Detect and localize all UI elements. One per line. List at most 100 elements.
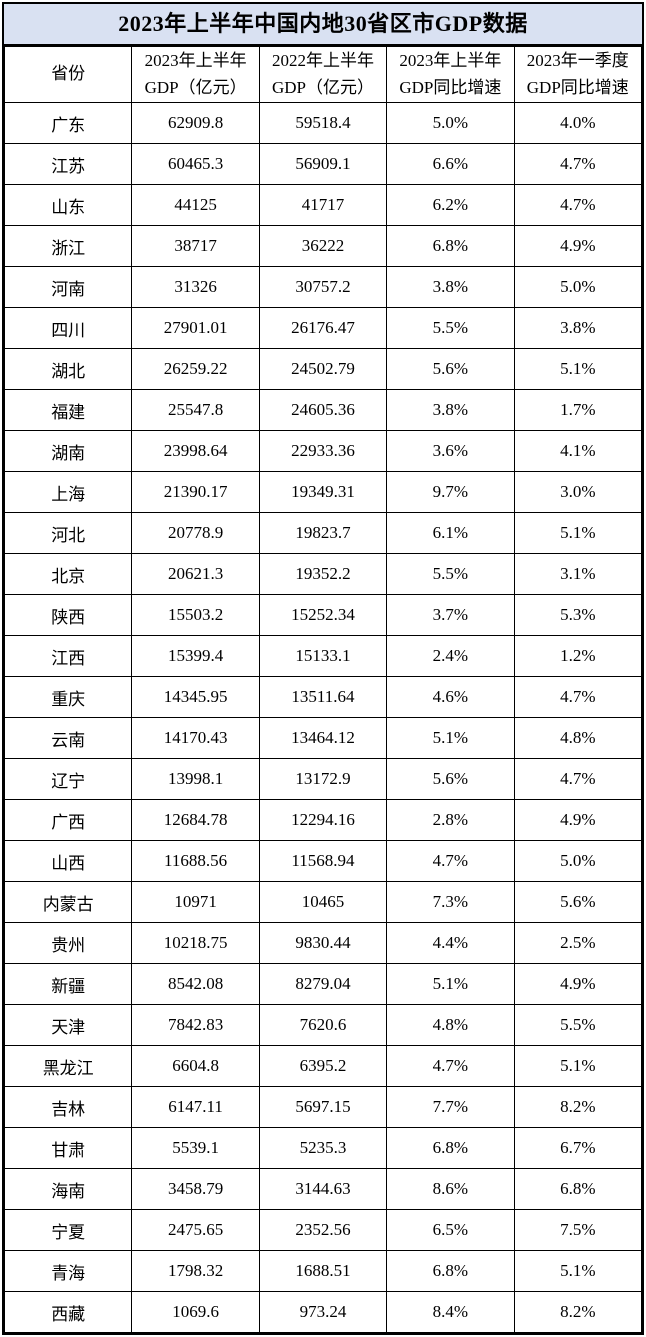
value-cell: 4.9% [513,799,643,841]
province-cell: 山西 [3,840,133,882]
table-row: 广西 12684.78 12294.16 2.8% 4.9% [3,799,643,841]
value-cell: 13464.12 [258,717,388,759]
value-cell: 6147.11 [131,1086,260,1128]
province-cell: 辽宁 [3,758,133,800]
value-cell: 23998.64 [131,430,260,472]
value-cell: 2.4% [386,635,515,677]
table-row: 甘肃 5539.1 5235.3 6.8% 6.7% [3,1127,643,1169]
value-cell: 14345.95 [131,676,260,718]
value-cell: 5.1% [386,963,515,1005]
value-cell: 26176.47 [258,307,388,349]
value-cell: 3.7% [386,594,515,636]
value-cell: 2352.56 [258,1209,388,1251]
value-cell: 5.0% [513,840,643,882]
value-cell: 8.6% [386,1168,515,1210]
table-row: 上海 21390.17 19349.31 9.7% 3.0% [3,471,643,513]
value-cell: 24605.36 [258,389,388,431]
value-cell: 20621.3 [131,553,260,595]
value-cell: 7620.6 [258,1004,388,1046]
header-row: 省份 2023年上半年 GDP（亿元） 2022年上半年 GDP（亿元） 2023年上… [3,46,643,103]
province-cell: 山东 [3,184,133,226]
value-cell: 2.5% [513,922,643,964]
value-cell: 5.5% [386,553,515,595]
value-cell: 2.8% [386,799,515,841]
column-header: 2023年一季度 GDP同比增速 [513,46,643,103]
value-cell: 19349.31 [258,471,388,513]
province-cell: 河南 [3,266,133,308]
province-cell: 福建 [3,389,133,431]
table-row: 黑龙江 6604.8 6395.2 4.7% 5.1% [3,1045,643,1087]
value-cell: 3.1% [513,553,643,595]
value-cell: 4.8% [513,717,643,759]
table-row: 江苏 60465.3 56909.1 6.6% 4.7% [3,143,643,185]
value-cell: 10971 [131,881,260,923]
province-cell: 江西 [3,635,133,677]
value-cell: 6604.8 [131,1045,260,1087]
table-row: 河南 31326 30757.2 3.8% 5.0% [3,266,643,308]
value-cell: 6.2% [386,184,515,226]
value-cell: 5539.1 [131,1127,260,1169]
value-cell: 3.8% [386,266,515,308]
value-cell: 5.0% [513,266,643,308]
value-cell: 4.1% [513,430,643,472]
province-cell: 云南 [3,717,133,759]
gdp-table: 省份 2023年上半年 GDP（亿元） 2022年上半年 GDP（亿元） 2023年上… [3,46,643,1333]
value-cell: 1.2% [513,635,643,677]
value-cell: 4.8% [386,1004,515,1046]
value-cell: 6.1% [386,512,515,554]
value-cell: 24502.79 [258,348,388,390]
table-row: 湖北 26259.22 24502.79 5.6% 5.1% [3,348,643,390]
province-cell: 北京 [3,553,133,595]
value-cell: 8279.04 [258,963,388,1005]
table-row: 内蒙古 10971 10465 7.3% 5.6% [3,881,643,923]
value-cell: 5.1% [513,1045,643,1087]
table-row: 江西 15399.4 15133.1 2.4% 1.2% [3,635,643,677]
value-cell: 19352.2 [258,553,388,595]
province-cell: 贵州 [3,922,133,964]
value-cell: 7842.83 [131,1004,260,1046]
value-cell: 4.7% [513,184,643,226]
value-cell: 3.6% [386,430,515,472]
province-cell: 陕西 [3,594,133,636]
value-cell: 1798.32 [131,1250,260,1292]
value-cell: 7.3% [386,881,515,923]
province-cell: 新疆 [3,963,133,1005]
value-cell: 60465.3 [131,143,260,185]
province-cell: 黑龙江 [3,1045,133,1087]
value-cell: 8.2% [513,1291,643,1333]
province-cell: 湖南 [3,430,133,472]
value-cell: 4.9% [513,225,643,267]
value-cell: 3144.63 [258,1168,388,1210]
table-row: 北京 20621.3 19352.2 5.5% 3.1% [3,553,643,595]
column-header: 2023年上半年 GDP同比增速 [386,46,515,103]
value-cell: 11688.56 [131,840,260,882]
value-cell: 5.6% [386,758,515,800]
table-row: 河北 20778.9 19823.7 6.1% 5.1% [3,512,643,554]
value-cell: 6.8% [386,1250,515,1292]
value-cell: 15399.4 [131,635,260,677]
value-cell: 15133.1 [258,635,388,677]
province-cell: 吉林 [3,1086,133,1128]
value-cell: 6.8% [386,225,515,267]
value-cell: 8.2% [513,1086,643,1128]
value-cell: 7.7% [386,1086,515,1128]
value-cell: 6.7% [513,1127,643,1169]
province-cell: 广东 [3,102,133,144]
table-row: 四川 27901.01 26176.47 5.5% 3.8% [3,307,643,349]
province-cell: 河北 [3,512,133,554]
value-cell: 4.0% [513,102,643,144]
value-cell: 5.1% [386,717,515,759]
value-cell: 21390.17 [131,471,260,513]
value-cell: 2475.65 [131,1209,260,1251]
value-cell: 3458.79 [131,1168,260,1210]
province-cell: 天津 [3,1004,133,1046]
province-cell: 广西 [3,799,133,841]
value-cell: 20778.9 [131,512,260,554]
value-cell: 27901.01 [131,307,260,349]
value-cell: 9.7% [386,471,515,513]
value-cell: 3.8% [513,307,643,349]
table-row: 宁夏 2475.65 2352.56 6.5% 7.5% [3,1209,643,1251]
table-row: 海南 3458.79 3144.63 8.6% 6.8% [3,1168,643,1210]
value-cell: 30757.2 [258,266,388,308]
province-cell: 西藏 [3,1291,133,1333]
